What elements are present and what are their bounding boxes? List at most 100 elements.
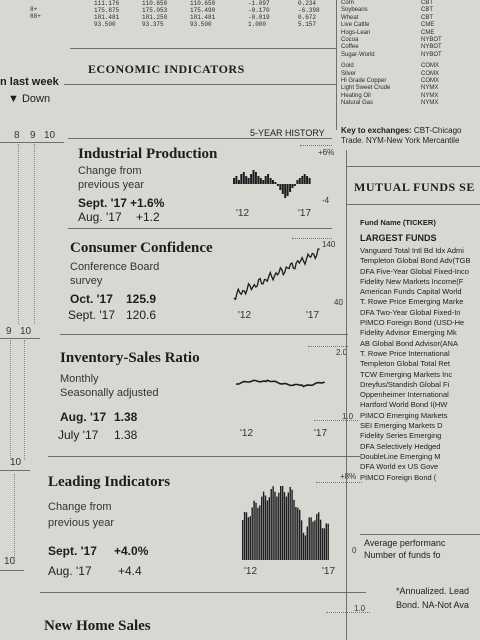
leading-bar [278,492,280,560]
commodity-name: Live Cattle [341,22,370,29]
number-col-3: 110.650 175.490 101.481 93.500 [190,0,215,28]
fund-row: TCW Emerging Markets Inc [360,369,453,379]
indicator-subtitle: Monthly [60,373,99,385]
axis-start: '12 [236,208,250,219]
ratio-line [235,379,325,388]
production-bar [235,176,238,184]
number-cell: -0.170 [248,7,270,14]
leading-bar [249,516,251,560]
indicator-industrial-production: Industrial Production Change from previo… [76,146,332,234]
leading-bar [270,489,272,560]
current-label: Aug. '17 [60,410,107,424]
fund-row: PIMCO Emerging Markets [360,410,448,420]
number-cell: 5.157 [298,21,317,28]
commodity-name: Light Sweet Crude [341,85,391,92]
indicator-title: Consumer Confidence [70,240,213,256]
number-of-funds: Number of funds fo [364,550,441,560]
left-rule [0,338,40,339]
commodity-row: Corn CBT [341,0,480,7]
current-label: Oct. '17 [70,292,113,306]
previous-value: 1.38 [114,428,138,442]
leading-bar [251,507,253,560]
axis-start: '12 [240,428,254,439]
leading-bar [287,492,289,560]
axis-end: '17 [306,310,320,321]
production-bar [269,178,272,184]
commodity-row: Gold COMX [341,63,480,70]
leading-bar [274,491,276,560]
previous-label: Sept. '17 [68,308,115,322]
leading-bar [261,496,263,560]
production-bar [242,172,245,184]
leading-bar [245,512,248,560]
production-bar [247,178,250,184]
commodity-row: Light Sweet Crude NYMX [341,85,480,92]
leading-bar [299,509,301,560]
average-performance: Average performanc [364,538,446,548]
leading-bar [325,523,327,560]
production-bar [281,184,284,194]
fund-name-header: Fund Name (TICKER) [360,218,436,227]
previous-value: 120.6 [126,308,157,322]
left-rule [0,142,64,143]
leading-bar [300,520,303,560]
number-col-5: 0.234 -6.398 0.672 5.157 [298,0,320,28]
leading-bar [266,500,269,560]
indicator-title: Leading Indicators [48,474,171,490]
column-divider [346,150,347,640]
production-bar [298,178,301,184]
leading-bar [276,496,278,560]
top-number-table: 8+ 88+ 111.176 175.875 101.481 93.500 11… [0,0,330,44]
production-bar [233,178,235,184]
commodity-row: Live Cattle CME [341,22,480,29]
commodity-exchange: NYBOT [421,36,442,43]
row-labels: 8+ 88+ [30,6,41,20]
commodity-exchange: CBT [421,14,433,21]
leading-bar [280,486,282,560]
scale-bottom: 1.0 [342,412,354,421]
commodity-name: Gold [341,63,354,70]
leading-bar [259,505,261,560]
left-dotted-lines [0,144,60,640]
commodity-row: Sugar-World NYBOT [341,52,480,59]
number-cell: 0.234 [298,0,317,7]
section-title: ECONOMIC INDICATORS [88,62,245,76]
scale-bottom: 40 [334,298,343,307]
previous-label: Aug. '17 [78,210,122,224]
leading-bar [312,521,314,560]
section-rule [360,534,480,535]
axis-start: '12 [244,566,258,577]
number-cell: 111.176 [94,0,120,7]
commodity-name: Corn [341,0,355,6]
production-bar [284,184,287,198]
commodities-list: Corn CBT Soybeans CBT Wheat CBT Live Cattle CME… [341,0,480,107]
axis-end: '17 [314,428,328,439]
fund-row: DFA Five-Year Global Fixed-Inco [360,266,469,276]
axis-start: '12 [238,310,252,321]
leading-bar [319,519,322,560]
footnote: Bond. NA-Not Ava [396,600,469,610]
commodity-exchange: CBT [421,0,433,6]
production-bar [267,174,270,184]
leading-bar [310,517,312,560]
indicator-subtitle: previous year [78,179,145,191]
commodity-row: Wheat CBT [341,15,480,22]
indicator-divider [48,456,360,457]
commodity-name: Wheat [341,14,359,21]
indicator-leading-indicators: Leading Indicators Change from previous … [46,474,302,584]
scale-top: +6% [318,148,335,157]
axis-end: '17 [322,566,336,577]
indicator-inventory-sales-ratio: Inventory-Sales Ratio Monthly Seasonally… [58,350,314,442]
indicator-subtitle: Change from [78,165,142,177]
tick-label: 10 [44,130,56,141]
number-col-4: -1.097 -0.170 -0.019 1.000 [248,0,270,28]
industrial-production-chart [233,170,311,198]
previous-value: +4.4 [118,564,142,578]
number-cell: 1.000 [248,21,267,28]
fund-row: DFA World ex US Gove [360,462,439,472]
number-cell: 93.500 [190,21,212,28]
footnote: *Annualized. Lead [396,586,470,596]
production-bar [252,170,255,184]
indicator-subtitle: Change from [48,501,112,513]
leading-bar [272,486,274,560]
